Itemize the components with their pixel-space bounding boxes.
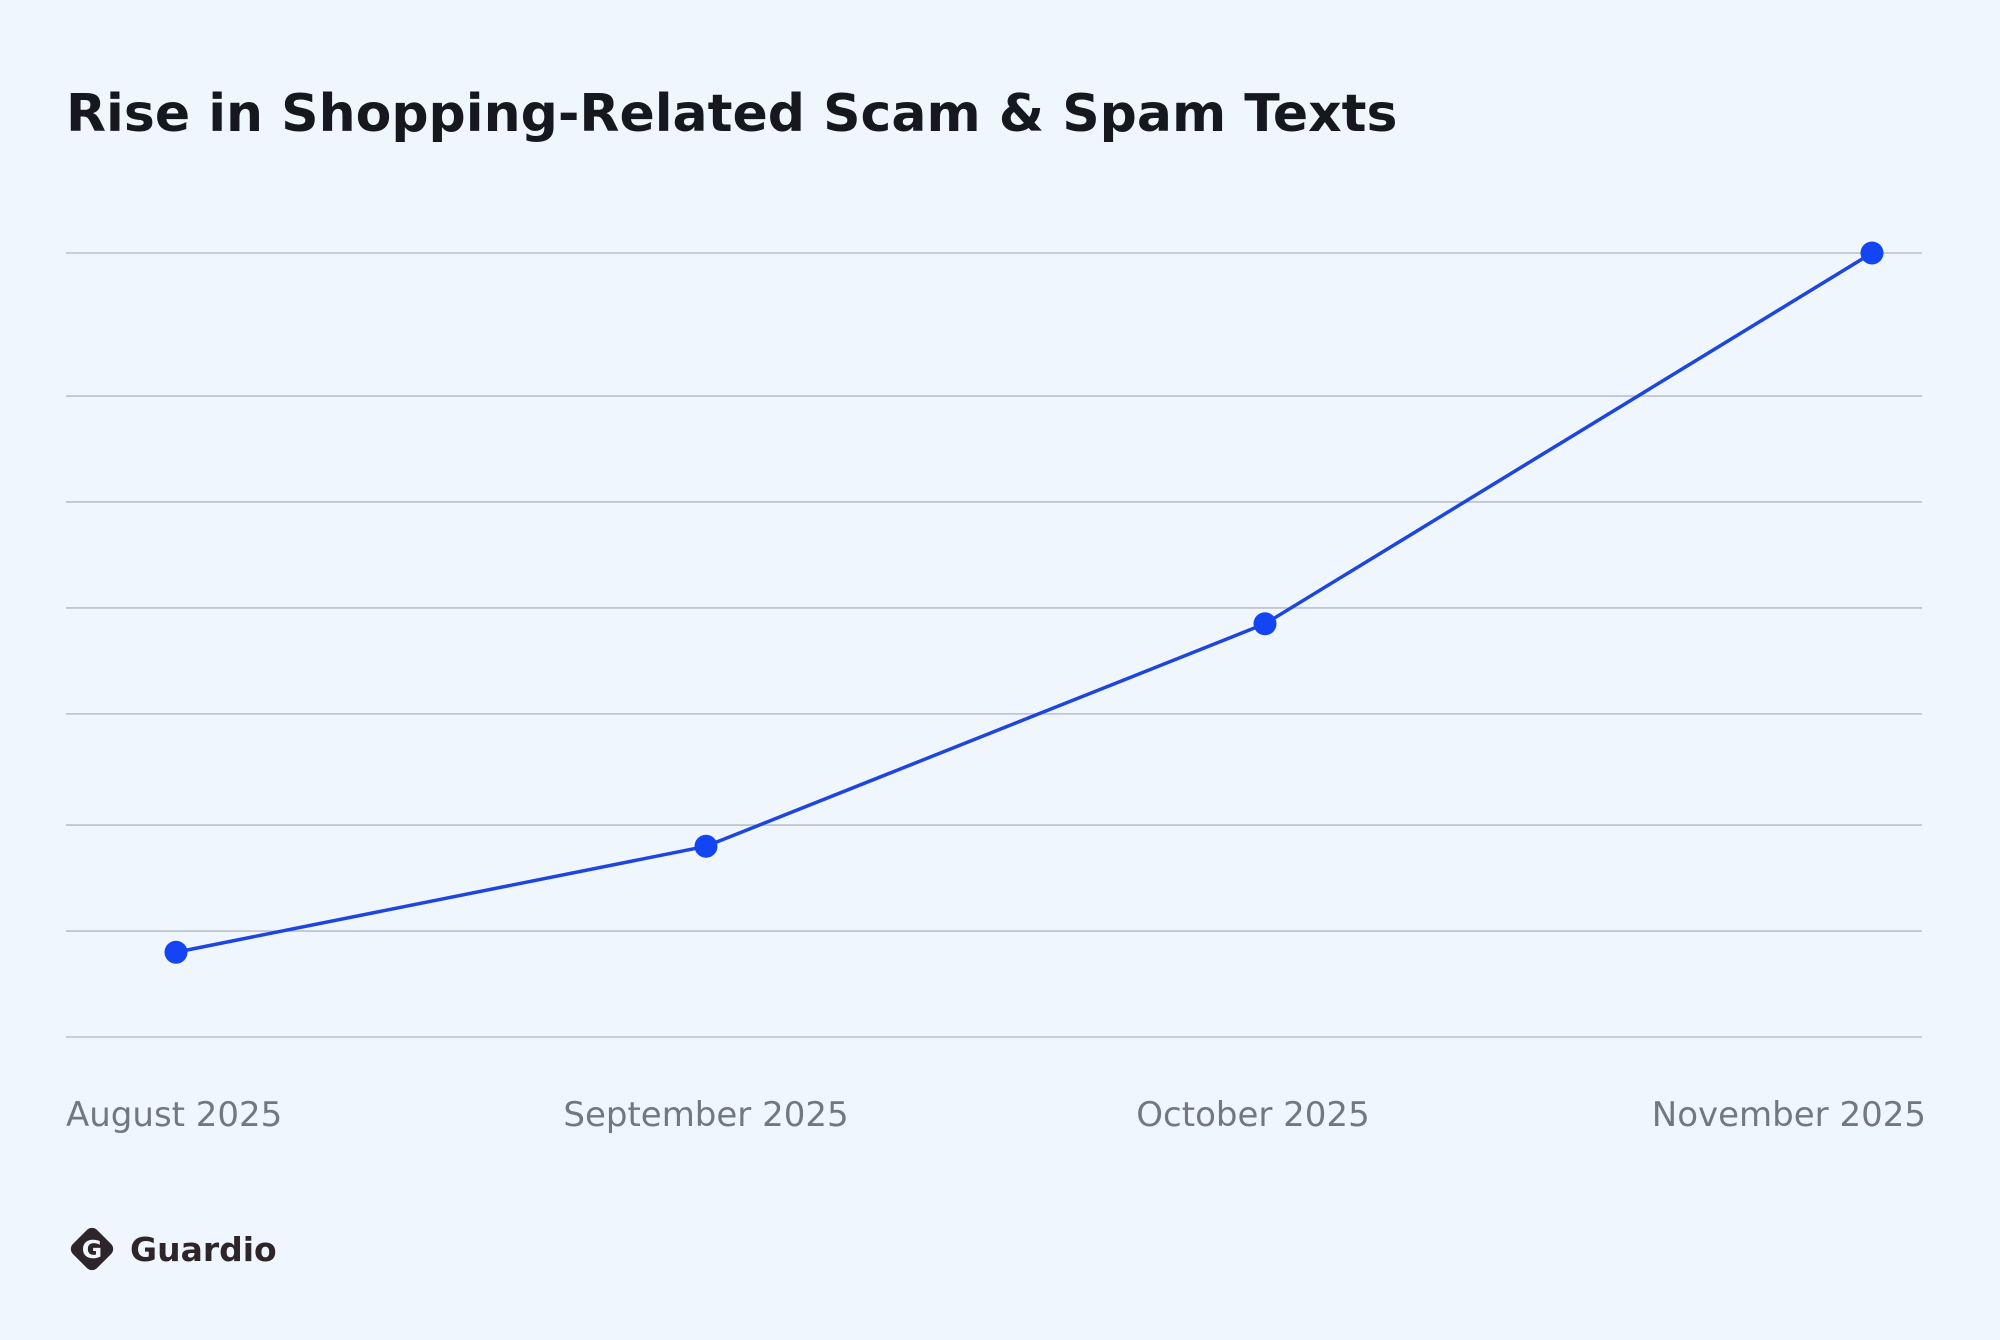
data-point-1 [694,834,718,858]
data-points [164,241,1884,964]
brand: G Guardio [66,1222,277,1276]
x-tick-label-3: November 2025 [1652,1095,1926,1135]
guardio-logo-icon: G [70,1227,114,1271]
x-tick-label-1: September 2025 [563,1095,848,1135]
data-point-3 [1860,241,1884,265]
x-tick-label-0: August 2025 [66,1095,282,1135]
data-point-0 [164,940,188,964]
series-line [175,251,1873,954]
chart-title: Rise in Shopping-Related Scam & Spam Tex… [66,84,1398,144]
brand-name: Guardio [130,1229,277,1269]
x-tick-label-2: October 2025 [1136,1095,1369,1135]
gridlines [66,252,1922,1038]
series-line-group [175,251,1873,954]
logo-badge [70,1227,114,1271]
x-axis-tick-labels: August 2025 September 2025 October 2025 Nov… [66,1095,1926,1135]
data-point-2 [1253,612,1277,636]
logo-letter: G [82,1235,103,1264]
